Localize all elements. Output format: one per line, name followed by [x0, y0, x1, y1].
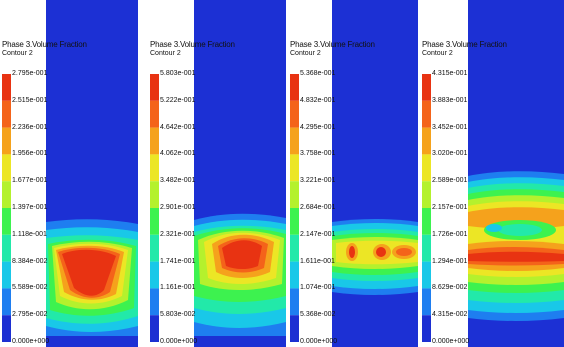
- contour-panel-1: Phase 3.Volume Fraction Contour 2 2.795e…: [0, 0, 138, 347]
- contour-field-2: [194, 0, 286, 347]
- contour-panel-4: Phase 3.Volume Fraction Contour 2 4.315e…: [420, 0, 564, 347]
- tick-label: 0.000e+000: [160, 338, 198, 345]
- tick-label: 2.236e-001: [12, 123, 48, 131]
- tick-label: 5.803e-002: [160, 311, 196, 319]
- tick-label: 4.295e-001: [300, 123, 336, 131]
- tick-label: 2.157e-001: [432, 204, 468, 211]
- colorbar-title-4: Phase 3.Volume Fraction: [422, 40, 507, 49]
- tick-label: 1.161e-001: [160, 284, 196, 292]
- tick-label: 5.589e-002: [12, 284, 48, 292]
- colorbar-subtitle-2: Contour 2: [150, 50, 181, 57]
- tick-label: 1.074e-001: [300, 284, 336, 292]
- tick-label: 4.062e-001: [160, 150, 196, 158]
- colorbar-ticks-1: 2.795e-001 2.515e-001 2.236e-001 1.956e-…: [12, 0, 54, 347]
- tick-label: 3.758e-001: [300, 150, 336, 158]
- tick-label: 1.118e-001: [12, 230, 47, 238]
- tick-label: 4.315e-001: [432, 70, 468, 77]
- tick-label: 2.795e-002: [12, 311, 48, 319]
- tick-label: 0.000e+000: [12, 338, 50, 345]
- tick-label: 4.315e-002: [432, 311, 468, 319]
- contour-panel-2: Phase 3.Volume Fraction Contour 2 5.803e…: [148, 0, 286, 347]
- tick-label: 2.795e-001: [12, 70, 48, 77]
- tick-label: 1.741e-001: [160, 257, 196, 265]
- colorbar-title-1: Phase 3.Volume Fraction: [2, 40, 87, 49]
- colorbar-title-2: Phase 3.Volume Fraction: [150, 40, 235, 49]
- tick-label: 1.956e-001: [12, 150, 48, 158]
- tick-label: 4.642e-001: [160, 123, 196, 131]
- tick-label: 5.368e-001: [300, 70, 336, 77]
- tick-label: 2.321e-001: [160, 230, 196, 238]
- colorbar-subtitle-4: Contour 2: [422, 50, 453, 57]
- colorbar-3: [290, 74, 299, 342]
- tick-label: 5.803e-001: [160, 70, 196, 77]
- tick-label: 3.883e-001: [432, 96, 468, 104]
- colorbar-subtitle-3: Contour 2: [290, 50, 321, 57]
- tick-label: 2.684e-001: [300, 204, 336, 211]
- tick-label: 3.452e-001: [432, 123, 468, 131]
- tick-label: 1.726e-001: [432, 230, 468, 238]
- colorbar-ticks-2: 5.803e-001 5.222e-001 4.642e-001 4.062e-…: [160, 0, 202, 347]
- colorbar-1: [2, 74, 11, 342]
- tick-label: 5.368e-002: [300, 311, 336, 319]
- tick-label: 8.384e-002: [12, 257, 48, 265]
- colorbar-4: [422, 74, 431, 342]
- contour-field-4: [468, 0, 564, 347]
- colorbar-subtitle-1: Contour 2: [2, 50, 33, 57]
- tick-label: 3.221e-001: [300, 177, 336, 185]
- tick-label: 1.677e-001: [12, 177, 48, 185]
- tick-label: 1.294e-001: [432, 257, 468, 265]
- tick-label: 3.020e-001: [432, 150, 468, 158]
- contour-panel-3: Phase 3.Volume Fraction Contour 2 5.368e…: [288, 0, 418, 347]
- tick-label: 8.629e-002: [432, 284, 468, 292]
- tick-label: 0.000e+000: [300, 338, 338, 345]
- tick-label: 3.482e-001: [160, 177, 196, 185]
- colorbar-ticks-3: 5.368e-001 4.832e-001 4.295e-001 3.758e-…: [300, 0, 342, 347]
- tick-label: 0.000e+000: [432, 338, 470, 345]
- tick-label: 5.222e-001: [160, 96, 196, 104]
- tick-label: 1.611e-001: [300, 257, 335, 265]
- tick-label: 4.832e-001: [300, 96, 336, 104]
- tick-label: 1.397e-001: [12, 204, 48, 211]
- tick-label: 2.515e-001: [12, 96, 48, 104]
- colorbar-2: [150, 74, 159, 342]
- contour-field-1: [46, 0, 138, 347]
- tick-label: 2.901e-001: [160, 204, 196, 211]
- colorbar-ticks-4: 4.315e-001 3.883e-001 3.452e-001 3.020e-…: [432, 0, 474, 347]
- tick-label: 2.147e-001: [300, 230, 336, 238]
- colorbar-title-3: Phase 3.Volume Fraction: [290, 40, 375, 49]
- tick-label: 2.589e-001: [432, 177, 468, 185]
- contour-field-3: [332, 0, 418, 347]
